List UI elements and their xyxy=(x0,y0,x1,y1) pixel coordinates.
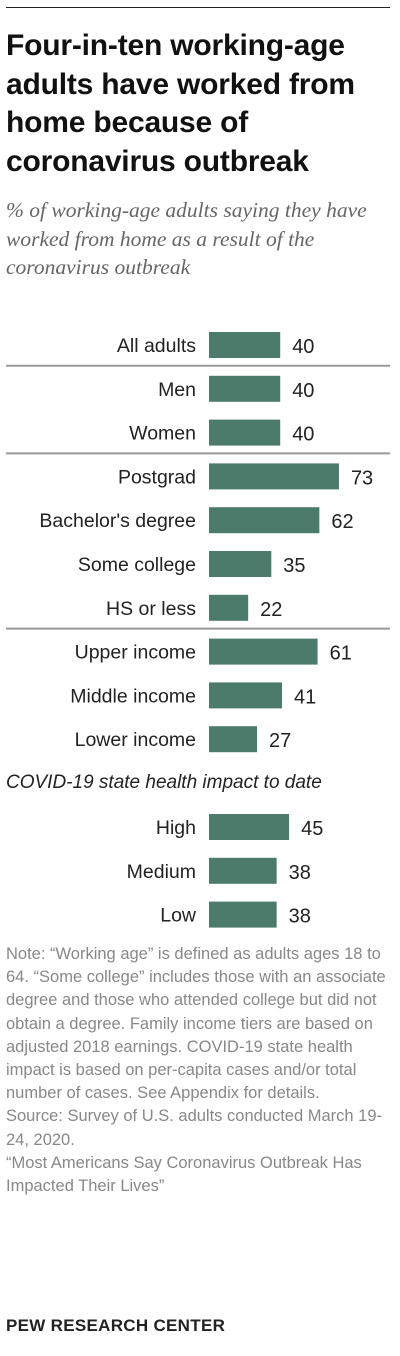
value-label: 62 xyxy=(331,511,353,533)
category-label: Men xyxy=(158,379,196,401)
value-label: 38 xyxy=(289,862,311,884)
bar xyxy=(209,901,277,928)
bar xyxy=(209,726,258,753)
category-label: All adults xyxy=(117,335,196,357)
bar xyxy=(209,507,320,534)
category-label: Postgrad xyxy=(118,466,196,488)
footer-logo-text: PEW RESEARCH CENTER xyxy=(6,1316,226,1335)
top-rule xyxy=(6,7,390,8)
group-heading: COVID-19 state health impact to date xyxy=(6,772,322,793)
bar xyxy=(209,332,281,358)
bar xyxy=(209,814,290,840)
bar xyxy=(209,551,272,577)
value-label: 61 xyxy=(330,643,352,665)
value-label: 41 xyxy=(294,686,316,708)
value-label: 22 xyxy=(260,599,282,621)
chart-subtitle: % of working-age adults saying they have… xyxy=(6,198,367,279)
bar xyxy=(209,463,339,490)
category-label: Women xyxy=(129,423,196,445)
report-title: “Most Americans Say Coronavirus Outbreak… xyxy=(6,1153,362,1196)
chart-title: Four-in-ten working-age adults have work… xyxy=(6,29,355,178)
category-label: High xyxy=(156,817,196,839)
category-label: Bachelor's degree xyxy=(39,510,196,532)
bar-chart: All adults 40 Men 40 Women 40 Postgrad 73 Bachel… xyxy=(6,332,390,928)
category-label: Low xyxy=(160,905,197,927)
bar xyxy=(209,419,281,446)
source-text: Source: Survey of U.S. adults conducted … xyxy=(6,1107,383,1149)
category-label: HS or less xyxy=(106,598,196,620)
bar xyxy=(209,594,249,621)
notes: Note: “Working age” is defined as adults… xyxy=(6,943,394,1198)
bar xyxy=(209,682,282,709)
value-label: 40 xyxy=(292,424,314,446)
bar xyxy=(209,857,277,884)
value-label: 73 xyxy=(351,467,373,489)
value-label: 27 xyxy=(269,730,291,752)
category-label: Some college xyxy=(78,554,196,576)
value-label: 38 xyxy=(289,906,311,928)
note-text: Note: “Working age” is defined as adults… xyxy=(6,945,386,1103)
category-label: Medium xyxy=(127,861,196,883)
bar xyxy=(209,638,318,665)
value-label: 35 xyxy=(283,555,305,577)
category-label: Lower income xyxy=(75,729,196,751)
category-label: Middle income xyxy=(70,685,196,707)
bar xyxy=(209,375,281,402)
value-label: 45 xyxy=(301,818,323,840)
value-label: 40 xyxy=(292,336,314,358)
value-label: 40 xyxy=(292,380,314,402)
category-label: Upper income xyxy=(75,642,196,664)
